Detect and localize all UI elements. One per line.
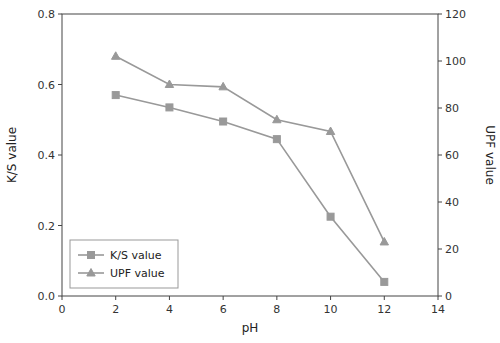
series-marker xyxy=(380,237,388,245)
y2-tick xyxy=(438,61,442,62)
y-tick xyxy=(58,225,62,226)
y2-tick xyxy=(438,155,442,156)
y-tick-label: 0.6 xyxy=(38,79,56,92)
x-tick xyxy=(384,296,385,300)
x-tick-label: 14 xyxy=(431,303,445,316)
y-tick-label: 0.8 xyxy=(38,8,56,21)
series-marker xyxy=(165,80,173,88)
y-tick xyxy=(58,14,62,15)
y-tick-label: 0.2 xyxy=(38,220,56,233)
y-tick-label: 0.0 xyxy=(38,290,56,303)
x-tick-label: 12 xyxy=(377,303,391,316)
series-marker xyxy=(166,104,173,111)
series-marker xyxy=(112,92,119,99)
y-tick xyxy=(58,296,62,297)
y-axis-label: K/S value xyxy=(5,127,19,183)
series-marker xyxy=(273,136,280,143)
series-marker xyxy=(112,52,120,60)
legend-label: UPF value xyxy=(110,267,165,280)
x-tick xyxy=(115,296,116,300)
y2-axis-label: UPF value xyxy=(483,125,497,185)
x-tick xyxy=(276,296,277,300)
x-tick-label: 10 xyxy=(324,303,338,316)
x-tick xyxy=(62,296,63,300)
y-tick-label: 0.4 xyxy=(38,149,56,162)
y2-tick-label: 60 xyxy=(445,149,459,162)
y2-tick xyxy=(438,296,442,297)
series-marker xyxy=(381,278,388,285)
y2-tick-label: 100 xyxy=(445,55,466,68)
legend-label: K/S value xyxy=(110,249,162,262)
x-axis-label: pH xyxy=(242,321,259,335)
x-tick-label: 0 xyxy=(59,303,66,316)
x-tick xyxy=(223,296,224,300)
y2-tick-label: 120 xyxy=(445,8,466,21)
y2-tick-label: 0 xyxy=(445,290,452,303)
x-tick-label: 8 xyxy=(273,303,280,316)
chart: 0 2 4 6 8 10 12 14 0.0 0.2 0.4 0.6 0.8 0 20 40 60 80 100 12… xyxy=(0,0,500,343)
y2-tick-label: 80 xyxy=(445,102,459,115)
y2-tick xyxy=(438,249,442,250)
y2-tick xyxy=(438,14,442,15)
legend-box xyxy=(70,240,178,288)
x-tick xyxy=(169,296,170,300)
legend-marker xyxy=(87,269,95,277)
x-tick-label: 4 xyxy=(166,303,173,316)
x-tick-label: 2 xyxy=(112,303,119,316)
legend: K/S value UPF value xyxy=(70,240,178,288)
y-tick xyxy=(58,155,62,156)
x-tick-label: 6 xyxy=(220,303,227,316)
series-marker xyxy=(273,115,281,123)
series-marker xyxy=(219,82,227,90)
y2-tick xyxy=(438,202,442,203)
y2-tick-label: 20 xyxy=(445,243,459,256)
series-marker xyxy=(327,213,334,220)
x-tick xyxy=(438,296,439,300)
series-marker xyxy=(220,118,227,125)
y2-tick xyxy=(438,108,442,109)
y2-tick-label: 40 xyxy=(445,196,459,209)
plot-frame xyxy=(62,14,438,296)
legend-marker xyxy=(88,252,95,259)
y-tick xyxy=(58,84,62,85)
series-marker xyxy=(326,127,334,135)
x-tick xyxy=(330,296,331,300)
series-line xyxy=(116,56,385,242)
